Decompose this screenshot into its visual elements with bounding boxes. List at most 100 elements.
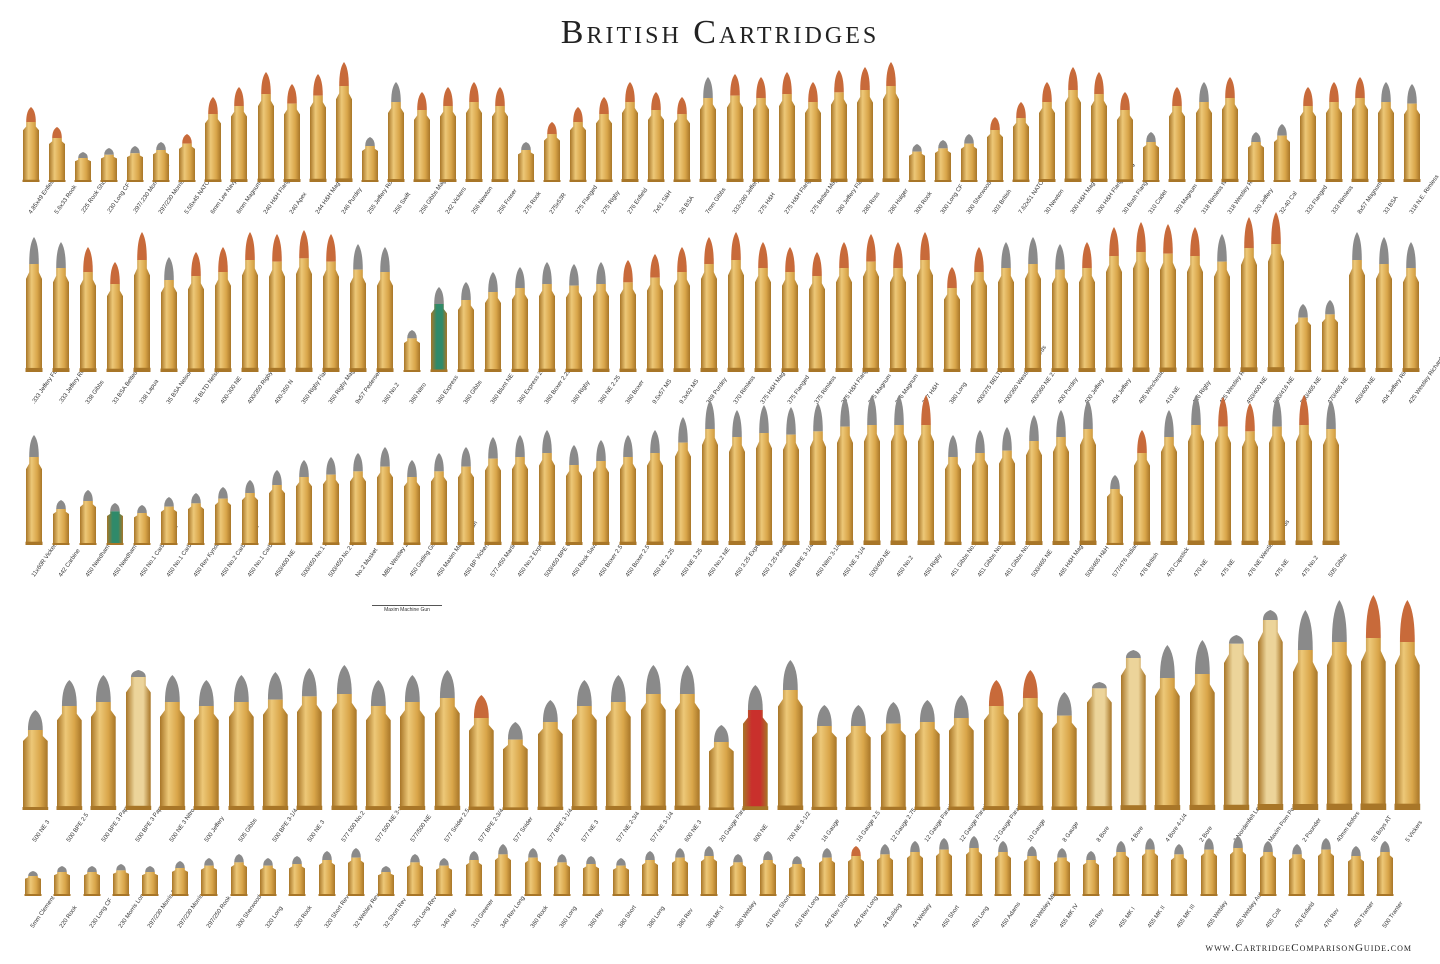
cartridge-case <box>846 726 872 810</box>
cartridge <box>726 74 744 182</box>
cartridge <box>1090 72 1108 182</box>
bullet-tip <box>1250 132 1261 142</box>
cartridge-rim <box>699 178 717 182</box>
cartridge <box>322 234 340 372</box>
bullet-tip <box>679 665 695 694</box>
cartridge-label: 360 Rev <box>588 907 607 930</box>
cartridge-rim <box>537 806 563 810</box>
cartridge-illustration <box>1090 72 1108 182</box>
bullet-tip <box>1125 650 1141 658</box>
cartridge-case <box>1017 698 1043 810</box>
bullet-tip <box>1137 430 1147 453</box>
cartridge-row-3: 11x60R Vickers 442 Carbine 450 Needham 450 … <box>0 395 1440 578</box>
bullet-tip <box>974 247 984 272</box>
cartridge <box>778 72 796 182</box>
cartridge-rim <box>24 894 42 896</box>
cartridge-illustration <box>1024 237 1042 372</box>
cartridge-rim <box>387 179 405 182</box>
cartridge-illustration <box>25 435 43 545</box>
cartridge-rim <box>53 894 71 896</box>
cartridge-case <box>1326 642 1352 810</box>
cartridge <box>641 851 659 896</box>
cartridge-rim <box>935 894 953 896</box>
cartridge-illustration <box>605 675 632 810</box>
bullet-tip <box>1091 682 1107 689</box>
cartridge-illustration <box>494 844 512 896</box>
cartridge-case <box>263 699 288 810</box>
cartridge-case <box>1323 429 1340 545</box>
cartridge-rim <box>25 367 42 372</box>
cartridge-illustration <box>994 841 1012 896</box>
bullet-tip <box>1136 222 1147 252</box>
cartridge-label: 300 Sherwood <box>235 894 263 930</box>
cartridge-illustration <box>1376 841 1394 896</box>
cartridge <box>1394 600 1421 810</box>
cartridge-rim <box>708 807 735 810</box>
bullet-tip <box>488 437 499 459</box>
cartridge <box>1351 77 1369 182</box>
cartridge-illustration <box>376 247 394 372</box>
cartridge <box>882 62 900 182</box>
cartridge-rim <box>1017 805 1044 810</box>
cartridge <box>997 242 1015 372</box>
cartridge <box>1377 82 1395 182</box>
cartridge-rim <box>502 807 529 810</box>
bullet-tip <box>731 232 741 260</box>
bullet-tip <box>731 410 742 437</box>
cartridge <box>856 67 874 182</box>
cartridge-illustration <box>1360 595 1387 810</box>
cartridge <box>754 242 772 372</box>
cartridge-label: 455 MK II <box>1147 904 1167 930</box>
cartridge-illustration <box>1052 410 1070 545</box>
cartridge <box>701 400 719 545</box>
bullet-tip <box>338 62 349 86</box>
bullet-tip <box>792 856 803 864</box>
cartridge <box>565 264 583 372</box>
cartridge-illustration <box>845 705 872 810</box>
cartridge-rim <box>916 367 934 372</box>
cartridge <box>288 856 306 896</box>
cartridge <box>230 854 248 896</box>
bullet-tip <box>859 67 870 90</box>
bullet-tip <box>1160 645 1176 678</box>
cartridge-rim <box>376 368 394 372</box>
cartridge-rim <box>1268 540 1286 545</box>
cartridge-case <box>1268 244 1285 372</box>
bullet-tip <box>380 866 391 872</box>
cartridge-rim <box>399 805 426 810</box>
bullet-tip <box>1244 217 1255 248</box>
cartridge-rim <box>361 180 379 182</box>
cartridge <box>257 72 275 182</box>
cartridge-label: 410 Rev Long <box>794 895 821 930</box>
cartridge-case <box>565 285 582 372</box>
cartridge-case <box>1189 674 1215 810</box>
cartridge-illustration <box>595 97 613 182</box>
cartridge-illustration <box>847 846 865 896</box>
cartridge-case <box>1039 102 1056 182</box>
cartridge-illustration <box>502 722 529 810</box>
cartridge-case <box>350 471 366 545</box>
cartridge-case <box>106 511 123 545</box>
bullet-tip <box>326 457 336 475</box>
cartridge-case <box>809 276 826 372</box>
cartridge-rim <box>1132 367 1150 372</box>
cartridge-case <box>700 264 717 372</box>
cartridge-case <box>1395 642 1421 810</box>
bullet-tip <box>321 851 332 860</box>
cartridge-illustration <box>335 62 353 182</box>
cartridge-case <box>674 114 691 182</box>
cartridge <box>1292 610 1318 810</box>
cartridge-illustration <box>457 282 475 372</box>
cartridge <box>262 672 289 810</box>
cartridge-rim <box>1187 540 1205 545</box>
cartridge <box>511 267 529 372</box>
cartridge-illustration <box>403 330 421 372</box>
cartridge-rim <box>1120 805 1147 810</box>
cartridge-rim <box>1292 804 1318 810</box>
cartridge-rim <box>726 178 744 182</box>
cartridge-illustration <box>571 680 598 810</box>
cartridge-rim <box>700 367 718 372</box>
cartridge <box>671 848 689 896</box>
bullet-tip <box>947 267 957 288</box>
bullet-tip <box>650 430 661 453</box>
